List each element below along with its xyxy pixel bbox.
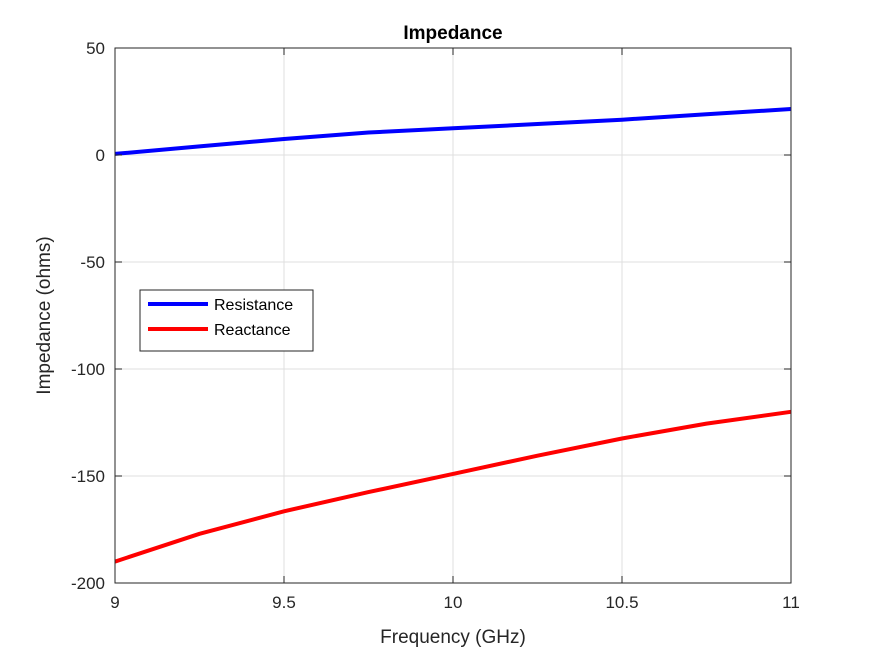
series-layer xyxy=(114,107,792,564)
x-tick-label: 10.5 xyxy=(605,593,638,612)
y-tick-label: -100 xyxy=(71,360,105,379)
series-line-resistance xyxy=(114,107,792,156)
y-tick-label: -200 xyxy=(71,574,105,593)
chart-title: Impedance xyxy=(403,23,502,44)
y-tick-label: 0 xyxy=(96,146,105,165)
x-tick-label: 10 xyxy=(444,593,463,612)
axis-ticks: 9 9.5 10 10.5 11 50 0 -50 -100 -150 -200 xyxy=(71,39,800,612)
x-axis-label: Frequency (GHz) xyxy=(380,627,526,648)
x-tick-label: 11 xyxy=(782,593,800,612)
y-tick-label: -150 xyxy=(71,467,105,486)
legend-label-reactance: Reactance xyxy=(214,322,291,339)
y-tick-label: 50 xyxy=(86,39,105,58)
series-line-reactance xyxy=(114,409,792,564)
y-axis-label: Impedance (ohms) xyxy=(34,236,55,394)
x-tick-label: 9.5 xyxy=(272,593,296,612)
legend-label-resistance: Resistance xyxy=(214,297,293,314)
x-tick-label: 9 xyxy=(110,593,119,612)
legend-box xyxy=(139,289,314,352)
legend: Resistance Reactance xyxy=(139,289,314,352)
y-tick-label: -50 xyxy=(80,253,105,272)
